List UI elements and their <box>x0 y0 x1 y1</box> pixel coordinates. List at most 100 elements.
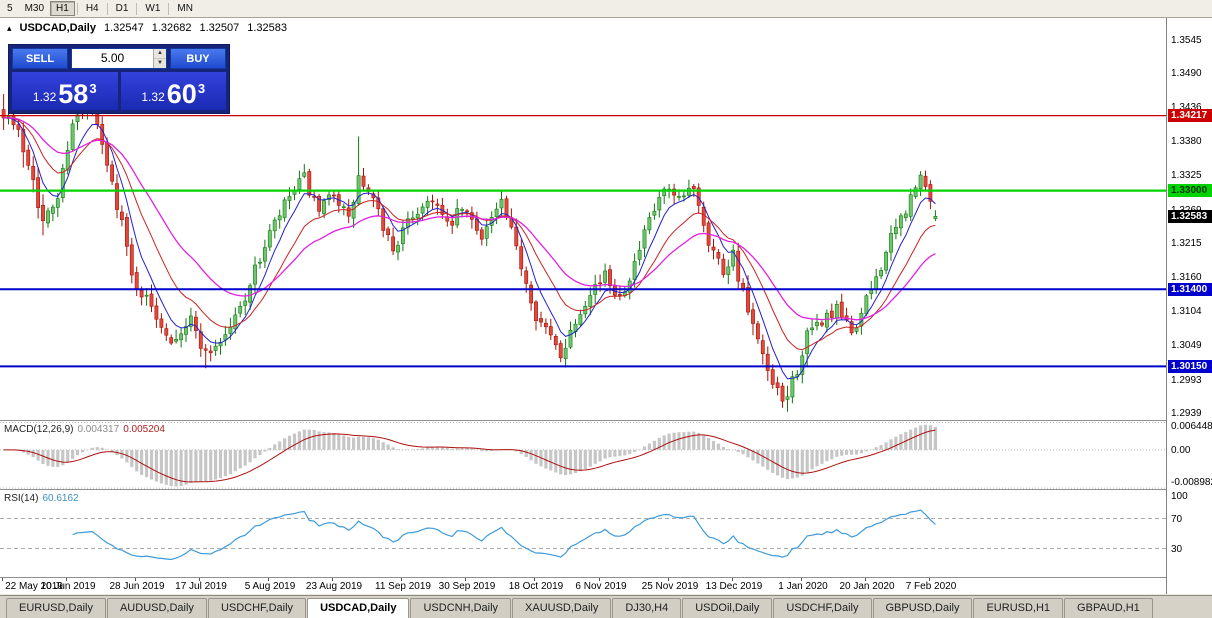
date-tick <box>332 578 333 581</box>
timeframe-button-m30[interactable]: M30 <box>19 1 50 16</box>
level-price-tag: 1.31400 <box>1168 283 1212 296</box>
date-tick <box>465 578 466 581</box>
timeframe-button-5[interactable]: 5 <box>1 1 19 16</box>
date-label: 6 Nov 2019 <box>575 581 627 592</box>
macd-axis-label: 0.006448 <box>1171 421 1212 432</box>
timeframe-button-h1[interactable]: H1 <box>50 1 75 16</box>
close-value: 1.32583 <box>247 22 287 34</box>
timeframe-toolbar: 5 M30 H1 H4 D1 W1 MN <box>0 0 1212 18</box>
chart-tabs-bar: EURUSD,Daily AUDUSD,Daily USDCHF,Daily USDC… <box>0 595 1212 618</box>
date-label: 13 Dec 2019 <box>705 581 763 592</box>
sell-price-display[interactable]: 1.32 58 3 <box>12 72 118 110</box>
buy-price-point: 3 <box>197 81 206 96</box>
price-tick-label: 1.3325 <box>1171 170 1202 181</box>
macd-signal-value: 0.005204 <box>123 424 165 435</box>
date-label: 17 Jul 2019 <box>175 581 227 592</box>
rsi-value: 60.6162 <box>42 493 79 504</box>
candlestick-chart-canvas[interactable] <box>0 18 1166 420</box>
price-tick-label: 1.3436 <box>1171 102 1202 113</box>
chart-tab-xauusd-daily[interactable]: XAUUSD,Daily <box>512 598 612 618</box>
sell-price-point: 3 <box>89 81 97 96</box>
macd-title: MACD(12,26,9) <box>4 424 74 435</box>
chart-tab-usdchf-daily[interactable]: USDCHF,Daily <box>773 598 872 618</box>
buy-price-display[interactable]: 1.32 60 3 <box>120 72 226 110</box>
rsi-title: RSI(14) <box>4 493 39 504</box>
rsi-axis-label: 100 <box>1171 491 1188 502</box>
date-tick <box>599 578 600 581</box>
rsi-label: RSI(14) 60.6162 <box>4 493 79 504</box>
toolbar-separator <box>136 2 138 15</box>
date-tick <box>268 578 269 581</box>
time-axis[interactable]: 22 May 2019 10 Jun 2019 28 Jun 2019 17 Jul … <box>0 578 1166 594</box>
rsi-axis-label: 30 <box>1171 544 1183 555</box>
chart-tab-usdcnh-daily[interactable]: USDCNH,Daily <box>410 598 512 618</box>
date-tick <box>401 578 402 581</box>
price-axis[interactable]: 1.35451.34901.34361.33801.33251.32691.32… <box>1166 18 1212 594</box>
level-price-tag: 1.34217 <box>1168 109 1212 122</box>
timeframe-button-d1[interactable]: D1 <box>110 1 135 16</box>
chart-tab-dj30-h4[interactable]: DJ30,H4 <box>612 598 682 618</box>
date-label: 28 Jun 2019 <box>109 581 165 592</box>
main-macd-separator[interactable] <box>0 420 1212 421</box>
date-tick <box>801 578 802 581</box>
price-tick-label: 1.2939 <box>1171 408 1202 419</box>
macd-indicator-canvas[interactable] <box>0 421 1166 489</box>
rsi-axis-label: 70 <box>1171 514 1183 525</box>
buy-price-pips: 60 <box>166 79 197 109</box>
date-tick <box>135 578 136 581</box>
macd-rsi-separator[interactable] <box>0 489 1212 490</box>
buy-price-stem: 1.32 <box>141 90 165 104</box>
chart-tab-gbpusd-daily[interactable]: GBPUSD,Daily <box>872 598 973 618</box>
chart-tab-eurusd-daily[interactable]: EURUSD,Daily <box>6 598 106 618</box>
toolbar-separator <box>76 2 78 15</box>
timeframe-button-w1[interactable]: W1 <box>139 1 166 16</box>
date-label: 23 Aug 2019 <box>305 581 363 592</box>
timeframe-button-h4[interactable]: H4 <box>80 1 105 16</box>
macd-axis-label: -0.008982 <box>1171 477 1212 488</box>
level-price-tag: 1.33000 <box>1168 184 1212 197</box>
chart-tab-eurusd-h1[interactable]: EURUSD,H1 <box>973 598 1064 618</box>
low-value: 1.32507 <box>199 22 240 34</box>
open-value: 1.32547 <box>103 22 144 34</box>
chart-tab-usdchf-daily[interactable]: USDCHF,Daily <box>207 598 307 618</box>
date-label: 18 Oct 2019 <box>508 581 564 592</box>
rsi-indicator-canvas[interactable] <box>0 490 1166 577</box>
sell-price-stem: 1.32 <box>32 90 57 104</box>
volume-value: 5.00 <box>100 51 125 65</box>
timeframe-button-mn[interactable]: MN <box>171 1 199 16</box>
date-label: 11 Sep 2019 <box>375 581 431 592</box>
chart-background <box>0 18 1166 594</box>
price-tick-label: 1.2993 <box>1171 375 1202 386</box>
sell-button[interactable]: SELL <box>12 48 68 69</box>
date-tick <box>668 578 669 581</box>
date-label: 20 Jan 2020 <box>839 581 895 592</box>
current-price-tag: 1.32583 <box>1168 210 1212 223</box>
date-label: 30 Sep 2019 <box>438 581 496 592</box>
chart-tab-audusd-daily[interactable]: AUDUSD,Daily <box>106 598 207 618</box>
macd-axis-label: 0.00 <box>1171 445 1191 456</box>
date-tick <box>2 578 3 581</box>
volume-increase-icon[interactable]: ▲ <box>154 49 166 59</box>
volume-stepper[interactable]: ▲ ▼ <box>153 49 166 68</box>
buy-button[interactable]: BUY <box>170 48 226 69</box>
macd-label: MACD(12,26,9) 0.004317 0.005204 <box>4 424 165 435</box>
date-label: 1 Jan 2020 <box>778 581 828 592</box>
date-tick <box>66 578 67 581</box>
sell-price-pips: 58 <box>58 79 89 109</box>
volume-decrease-icon[interactable]: ▼ <box>157 60 163 66</box>
chart-tab-usdcad-daily[interactable]: USDCAD,Daily <box>307 598 410 618</box>
date-tick <box>199 578 200 581</box>
chart-tab-usdoil-daily[interactable]: USDOil,Daily <box>682 598 773 618</box>
price-tick-label: 1.3215 <box>1171 238 1202 249</box>
date-tick <box>865 578 866 581</box>
volume-field[interactable]: 5.00 ▲ ▼ <box>71 48 167 69</box>
high-value: 1.32682 <box>151 22 192 34</box>
toolbar-separator <box>106 2 108 15</box>
date-label: 10 Jun 2019 <box>40 581 96 592</box>
price-tick-label: 1.3490 <box>1171 68 1202 79</box>
date-label: 25 Nov 2019 <box>641 581 699 592</box>
price-tick-label: 1.3545 <box>1171 35 1202 46</box>
chart-tab-gbpaud-h1[interactable]: GBPAUD,H1 <box>1064 598 1153 618</box>
level-price-tag: 1.30150 <box>1168 360 1212 373</box>
